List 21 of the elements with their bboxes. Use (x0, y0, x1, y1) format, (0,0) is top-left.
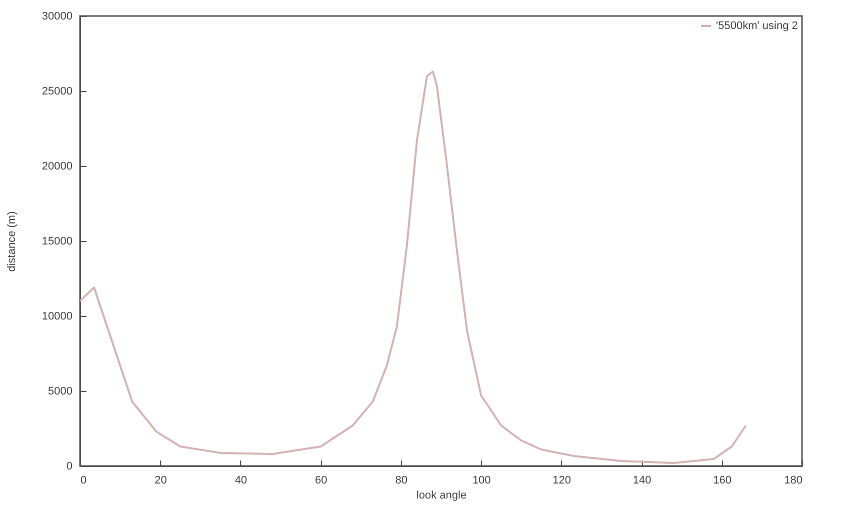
y-tick-label: 30000 (42, 10, 72, 22)
x-tick-label: 140 (632, 474, 652, 486)
legend-label: '5500km' using 2 (716, 20, 798, 32)
y-tick-label: 20000 (42, 160, 72, 172)
x-tick-label: 20 (154, 474, 167, 486)
x-axis-title: look angle (416, 490, 467, 502)
x-tick-label: 0 (80, 474, 87, 486)
y-tick-label: 25000 (42, 86, 72, 98)
y-tick-label: 10000 (42, 310, 72, 322)
y-tick-label: 0 (66, 460, 72, 472)
x-tick-label: 120 (552, 474, 572, 486)
y-tick-label: 5000 (48, 386, 72, 398)
x-tick-label: 60 (315, 474, 328, 486)
x-tick-label: 160 (713, 474, 732, 486)
x-tick-label: 180 (784, 474, 802, 486)
x-tick-label: 100 (472, 474, 491, 486)
line-series (80, 70, 747, 464)
x-tick-label: 40 (234, 474, 248, 486)
y-axis-title: distance (m) (6, 211, 18, 272)
x-tick-label: 80 (395, 474, 408, 486)
y-tick-label: 15000 (42, 236, 72, 248)
